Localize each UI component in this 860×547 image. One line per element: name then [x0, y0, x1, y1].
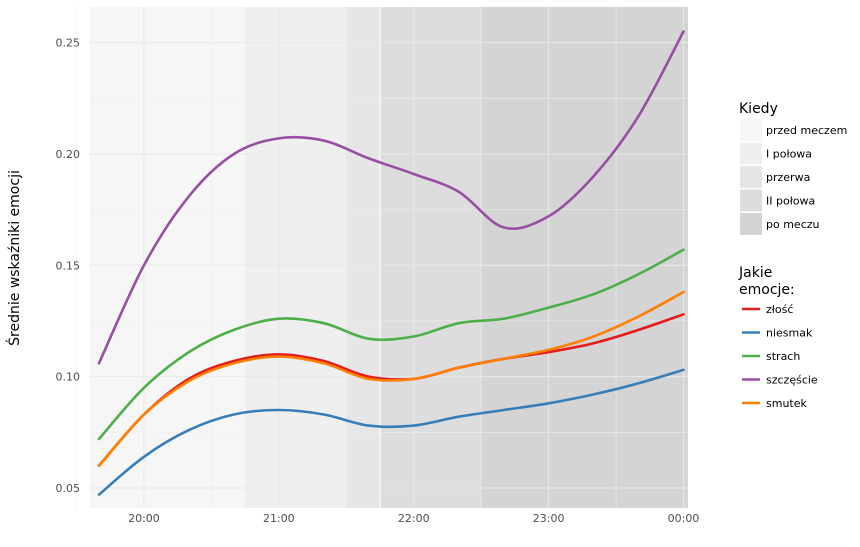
series-line-3: [97, 30, 685, 365]
period-band-1: [245, 7, 347, 508]
y-tick-label: 0.25: [56, 37, 81, 50]
legend-series-label: szczęście: [766, 374, 818, 387]
period-band-3: [380, 7, 482, 508]
legend-series-label: smutek: [766, 397, 807, 410]
legend-period-label: I połowa: [766, 148, 812, 161]
legend-period-swatch: [740, 213, 762, 235]
y-axis-title: Średnie wskaźniki emocji: [5, 170, 23, 346]
period-band-0: [90, 7, 246, 508]
y-tick-label: 0.10: [56, 371, 81, 384]
legend-period-swatch: [740, 119, 762, 141]
legend-periods-title: Kiedy: [739, 101, 778, 117]
x-axis-ticks: 20:00 21:00 22:00 23:00 00:00: [128, 512, 699, 525]
period-bands: [90, 7, 688, 508]
y-tick-label: 0.05: [56, 482, 81, 495]
legend-period-label: przerwa: [766, 171, 810, 184]
legend-period-swatch: [740, 189, 762, 212]
legend-series-label: niesmak: [766, 327, 813, 340]
y-axis-ticks: 0.05 0.10 0.15 0.20 0.25: [56, 37, 81, 495]
y-tick-label: 0.20: [56, 148, 81, 161]
legend-period-label: przed meczem: [766, 124, 847, 137]
legend-period-swatch: [740, 142, 762, 165]
series-line-1: [97, 368, 685, 496]
x-tick-label: 22:00: [398, 512, 430, 525]
series-line-4: [97, 290, 685, 467]
x-tick-label: 23:00: [533, 512, 565, 525]
legend-series-title-line2: emocje:: [739, 282, 795, 298]
x-tick-label: 00:00: [668, 512, 700, 525]
legend-period-swatch: [740, 166, 762, 188]
legend-periods: Kiedy przed meczem I połowa przerwa II połow…: [739, 101, 847, 235]
x-tick-label: 21:00: [263, 512, 295, 525]
period-band-2: [346, 7, 381, 508]
legend-series-title-line1: Jakie: [738, 265, 772, 281]
legend-period-label: II połowa: [766, 195, 815, 208]
x-tick-label: 20:00: [128, 512, 160, 525]
series-lines: [97, 30, 685, 496]
series-line-2: [97, 248, 685, 441]
grid-lines: [76, 7, 688, 508]
legend-series-label: złość: [766, 303, 793, 316]
y-tick-label: 0.15: [56, 259, 81, 272]
legend-series-label: strach: [766, 350, 800, 363]
legend-period-label: po meczu: [766, 218, 820, 231]
